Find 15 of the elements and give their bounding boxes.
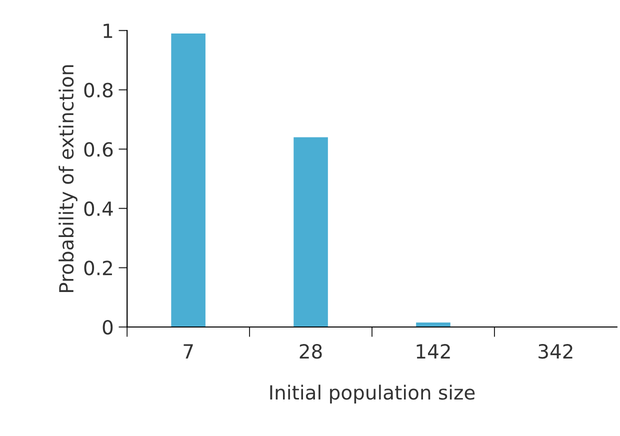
- x-axis-title: Initial population size: [270, 384, 475, 404]
- bar: [171, 33, 206, 327]
- x-tick-label: 142: [416, 344, 450, 358]
- y-axis-title: Probability of extinction: [58, 65, 78, 292]
- y-tick-label: 0: [102, 320, 113, 335]
- y-tick-label: 1: [104, 24, 112, 38]
- y-tick-label: 0.8: [84, 82, 113, 98]
- bar: [416, 322, 450, 327]
- y-tick-label: 0.6: [84, 142, 113, 157]
- bar: [294, 137, 328, 327]
- x-tick-label: 28: [300, 344, 322, 359]
- x-tick-label: 342: [538, 344, 572, 359]
- x-tick-label: 7: [184, 344, 193, 358]
- y-tick-label: 0.2: [84, 260, 112, 276]
- y-tick-label: 0.4: [84, 201, 113, 216]
